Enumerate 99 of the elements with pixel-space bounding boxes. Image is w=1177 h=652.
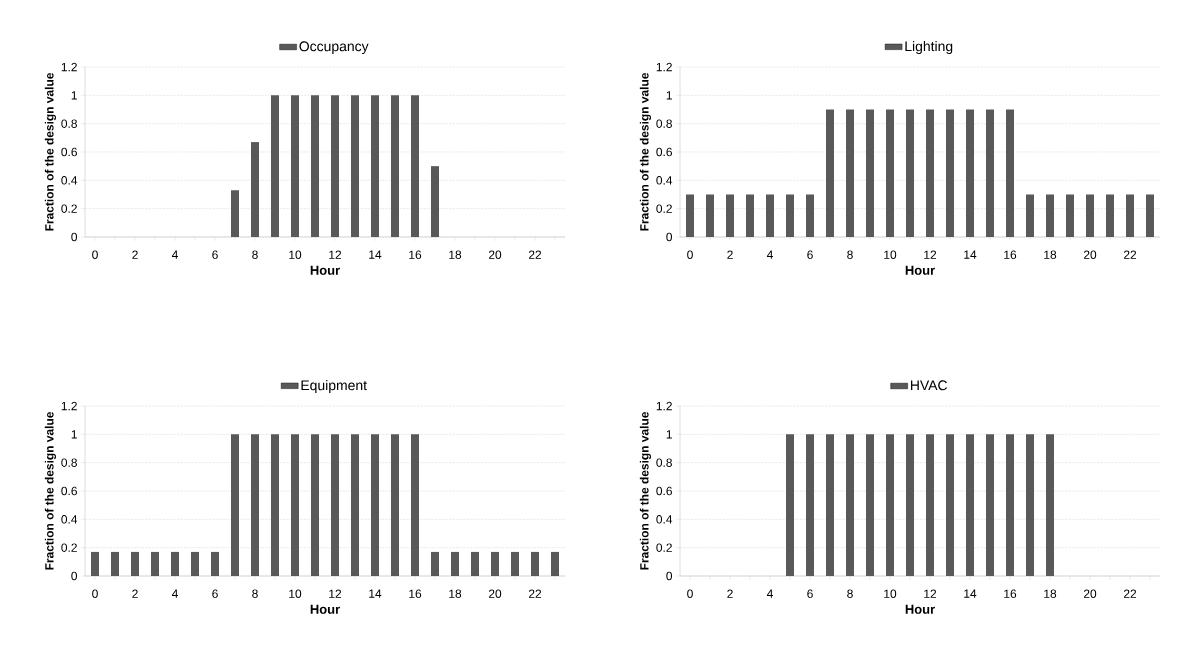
- x-tick-label: 18: [1044, 250, 1057, 259]
- x-tick-label: 18: [449, 589, 462, 598]
- y-axis-title: Fraction of the design value: [639, 73, 652, 231]
- y-tick-label: 0.8: [656, 458, 672, 467]
- x-tick-label: 6: [212, 589, 218, 598]
- y-tick-label: 0.4: [656, 176, 673, 185]
- x-tick-label: 20: [1083, 250, 1097, 259]
- x-tick-label: 2: [132, 589, 138, 598]
- y-tick-label: 0.2: [61, 543, 77, 552]
- x-tick-label: 14: [964, 250, 977, 259]
- y-axis-title: Fraction of the design value: [44, 73, 57, 231]
- y-tick-label: 0.8: [61, 458, 77, 467]
- x-axis-title: Hour: [905, 265, 935, 275]
- bar: [391, 95, 399, 237]
- bar: [251, 142, 259, 237]
- y-tick-label: 1.2: [656, 62, 672, 72]
- y-tick-label: 0: [666, 232, 673, 242]
- y-tick-label: 0.4: [61, 515, 78, 524]
- x-tick-label: 4: [766, 589, 773, 598]
- x-tick-label: 10: [884, 250, 897, 259]
- x-tick-label: 20: [1083, 589, 1097, 598]
- x-tick-label: 0: [687, 589, 693, 598]
- x-tick-label: 18: [449, 250, 462, 259]
- x-tick-label: 2: [727, 250, 733, 259]
- legend-label: Lighting: [905, 41, 953, 55]
- bar: [431, 166, 439, 237]
- x-tick-label: 6: [212, 250, 218, 259]
- bar: [231, 190, 239, 237]
- x-tick-label: 0: [687, 250, 693, 259]
- x-tick-label: 22: [1123, 589, 1137, 598]
- x-tick-label: 12: [329, 589, 342, 598]
- x-tick-label: 20: [488, 250, 502, 259]
- x-tick-label: 12: [924, 250, 937, 259]
- x-tick-label: 4: [171, 589, 178, 598]
- y-tick-label: 0.8: [656, 119, 672, 128]
- x-tick-label: 4: [171, 250, 178, 259]
- legend-label: Occupancy: [299, 41, 369, 55]
- x-tick-label: 20: [488, 589, 502, 598]
- y-axis-title: Fraction of the design value: [44, 412, 57, 570]
- y-tick-label: 1: [71, 91, 77, 100]
- y-axis-title: Fraction of the design value: [639, 412, 652, 570]
- x-tick-label: 2: [727, 589, 733, 598]
- x-tick-label: 10: [289, 589, 302, 598]
- y-tick-label: 0.6: [61, 486, 77, 496]
- x-tick-label: 2: [132, 250, 138, 259]
- bar: [331, 95, 339, 237]
- x-tick-label: 16: [409, 250, 422, 259]
- bar: [411, 95, 419, 237]
- y-tick-label: 0.6: [656, 486, 672, 496]
- x-tick-label: 4: [766, 250, 773, 259]
- bar: [311, 95, 319, 237]
- x-tick-label: 22: [528, 250, 542, 259]
- bar: [291, 95, 299, 237]
- x-tick-label: 16: [1004, 589, 1017, 598]
- x-tick-label: 14: [369, 589, 382, 598]
- y-tick-label: 0.6: [61, 147, 77, 157]
- x-tick-label: 8: [252, 589, 258, 598]
- y-tick-label: 0.8: [61, 119, 77, 128]
- y-tick-label: 0.6: [656, 147, 672, 157]
- x-tick-label: 14: [369, 250, 382, 259]
- y-tick-label: 0.4: [656, 515, 673, 524]
- y-tick-label: 0: [666, 571, 673, 581]
- x-tick-label: 0: [92, 250, 98, 259]
- legend-label: Equipment: [301, 380, 367, 394]
- x-tick-label: 8: [252, 250, 258, 259]
- x-tick-label: 12: [924, 589, 937, 598]
- x-axis-title: Hour: [310, 265, 340, 275]
- bar: [271, 95, 279, 237]
- legend-label: HVAC: [911, 380, 948, 391]
- bar: [351, 95, 359, 237]
- y-tick-label: 1: [666, 430, 672, 439]
- y-tick-label: 0.4: [61, 176, 78, 185]
- x-axis-title: Hour: [905, 604, 935, 614]
- y-tick-label: 0.2: [656, 204, 672, 213]
- y-tick-label: 0.2: [656, 543, 672, 552]
- x-tick-label: 22: [528, 589, 542, 598]
- y-tick-label: 0.2: [61, 204, 77, 213]
- x-tick-label: 0: [92, 589, 98, 598]
- bar: [371, 95, 379, 237]
- x-tick-label: 18: [1044, 589, 1057, 598]
- y-tick-label: 0: [71, 571, 78, 581]
- y-tick-label: 1.2: [61, 62, 77, 72]
- y-tick-label: 1.2: [656, 401, 672, 411]
- y-tick-label: 1: [666, 91, 672, 100]
- x-tick-label: 14: [964, 589, 977, 598]
- x-tick-label: 10: [289, 250, 302, 259]
- x-tick-label: 6: [807, 589, 813, 598]
- x-tick-label: 22: [1123, 250, 1137, 259]
- x-tick-label: 8: [847, 589, 853, 598]
- x-tick-label: 16: [409, 589, 422, 598]
- x-tick-label: 8: [847, 250, 853, 259]
- y-tick-label: 1: [71, 430, 77, 439]
- x-tick-label: 12: [329, 250, 342, 259]
- y-tick-label: 1.2: [61, 401, 77, 411]
- x-tick-label: 16: [1004, 250, 1017, 259]
- x-tick-label: 10: [884, 589, 897, 598]
- x-axis-title: Hour: [310, 604, 340, 614]
- x-tick-label: 6: [807, 250, 813, 259]
- y-tick-label: 0: [71, 232, 78, 242]
